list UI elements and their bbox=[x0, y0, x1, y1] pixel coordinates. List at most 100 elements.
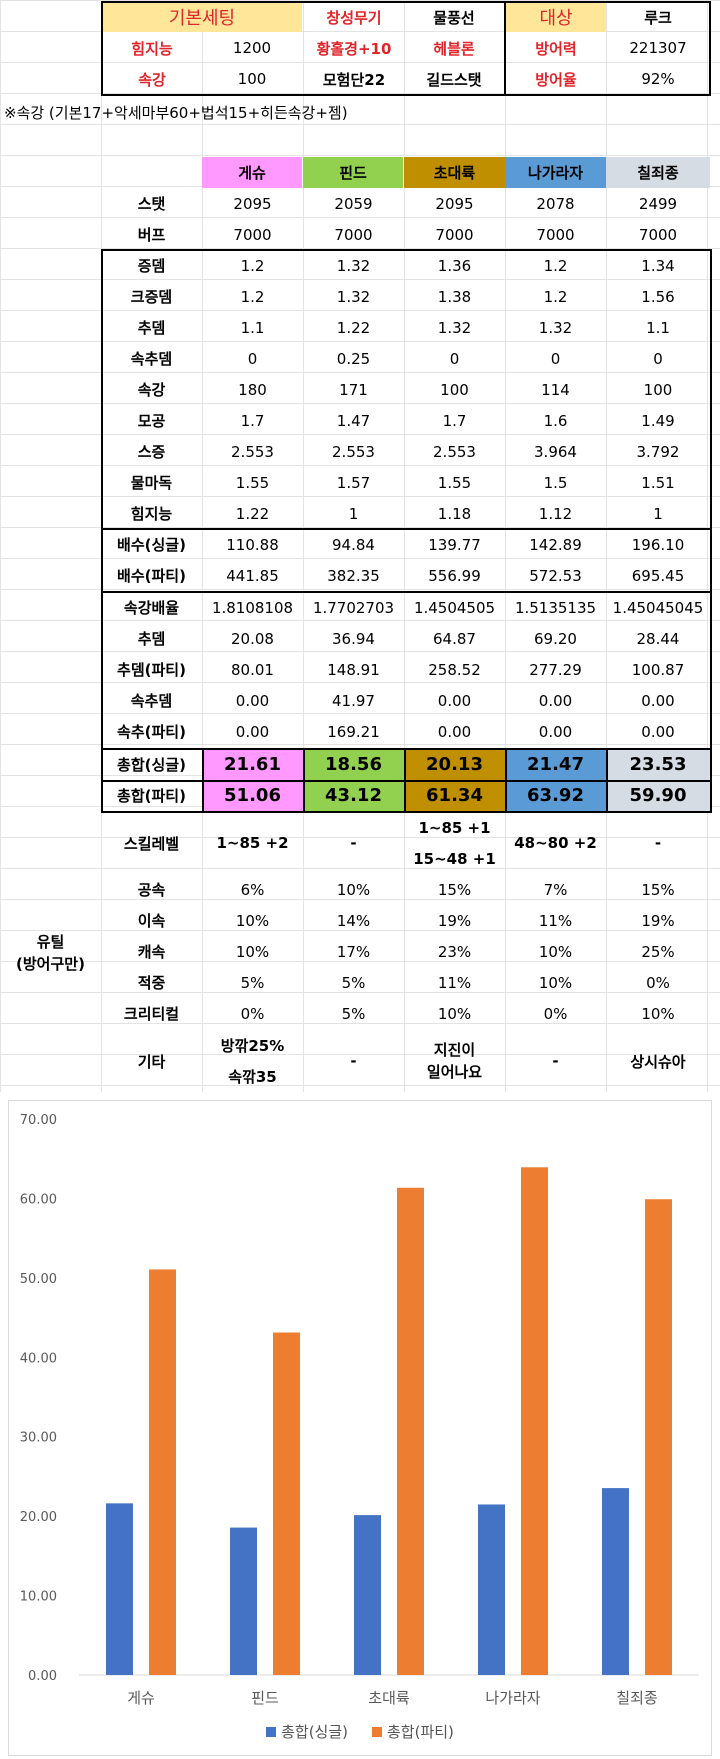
row-label[interactable]: 모공 bbox=[137, 412, 166, 430]
table-cell[interactable]: 2499 bbox=[638, 194, 678, 213]
table-cell[interactable]: 1.5135135 bbox=[514, 598, 597, 617]
settings-balloon-value[interactable]: 헤블론 bbox=[433, 39, 475, 58]
table-cell[interactable]: 1.1 bbox=[240, 318, 265, 337]
table-cell[interactable]: 572.53 bbox=[529, 566, 582, 585]
bar-single[interactable] bbox=[478, 1504, 505, 1675]
util-skill-geshu[interactable]: 1~85 +2 bbox=[216, 834, 289, 852]
table-cell[interactable]: 258.52 bbox=[428, 660, 481, 679]
table-cell[interactable]: 20.13 bbox=[404, 749, 505, 780]
util-etc-geshu-2[interactable]: 속깎35 bbox=[228, 1068, 277, 1086]
util-cell[interactable]: 11% bbox=[437, 973, 472, 992]
util-cell[interactable]: 10% bbox=[336, 880, 371, 899]
settings-weapon-value[interactable]: 황홀경+10 bbox=[316, 39, 392, 58]
table-cell[interactable]: 1.49 bbox=[641, 411, 675, 430]
settings-stat-value[interactable]: 1200 bbox=[232, 39, 272, 57]
util-etc-chodaeryuk[interactable]: 지진이 일어나요 bbox=[404, 1030, 505, 1092]
util-cell[interactable]: 11% bbox=[538, 911, 573, 930]
row-label[interactable]: 힘지능 bbox=[130, 505, 173, 523]
table-cell[interactable]: 7000 bbox=[435, 225, 474, 244]
row-label[interactable]: 배수(싱글) bbox=[117, 536, 186, 554]
row-label[interactable]: 물마독 bbox=[130, 474, 173, 492]
row-label[interactable]: 총합(싱글) bbox=[117, 756, 186, 774]
table-cell[interactable]: 0.00 bbox=[538, 691, 573, 710]
util-etc-pind[interactable]: - bbox=[350, 1052, 357, 1070]
table-cell[interactable]: 36.94 bbox=[332, 629, 375, 648]
util-cell[interactable]: 10% bbox=[538, 942, 573, 961]
util-skill-chiljoejong[interactable]: - bbox=[654, 834, 662, 852]
bar-party[interactable] bbox=[397, 1187, 424, 1675]
table-cell[interactable]: 100 bbox=[440, 380, 469, 399]
table-cell[interactable]: 59.90 bbox=[606, 780, 710, 811]
table-cell[interactable]: 1.22 bbox=[235, 504, 270, 523]
table-cell[interactable]: 0.00 bbox=[235, 691, 270, 710]
table-cell[interactable]: 2.553 bbox=[231, 442, 274, 461]
table-cell[interactable]: 1.12 bbox=[538, 504, 573, 523]
util-row-label[interactable]: 공속 bbox=[137, 881, 166, 899]
table-cell[interactable]: 1.55 bbox=[437, 473, 472, 492]
util-cell[interactable]: 25% bbox=[641, 942, 675, 961]
table-cell[interactable]: 63.92 bbox=[505, 780, 606, 811]
table-cell[interactable]: 1.57 bbox=[336, 473, 371, 492]
table-cell[interactable]: 1.18 bbox=[437, 504, 472, 523]
row-label[interactable]: 추뎀 bbox=[137, 630, 166, 648]
row-label[interactable]: 배수(파티) bbox=[117, 567, 186, 585]
table-cell[interactable]: 0.00 bbox=[437, 722, 472, 741]
table-cell[interactable]: 1.1 bbox=[646, 318, 670, 337]
table-cell[interactable]: 51.06 bbox=[202, 780, 303, 811]
table-cell[interactable]: 2059 bbox=[334, 194, 373, 213]
table-cell[interactable]: 1.7 bbox=[240, 411, 265, 430]
table-cell[interactable]: 20.08 bbox=[231, 629, 274, 648]
util-cell[interactable]: 0% bbox=[543, 1004, 568, 1023]
table-cell[interactable]: 441.85 bbox=[226, 566, 279, 585]
table-cell[interactable]: 0 bbox=[653, 349, 663, 368]
table-cell[interactable]: 1.2 bbox=[240, 287, 265, 306]
util-cell[interactable]: 15% bbox=[437, 880, 472, 899]
row-label[interactable]: 총합(파티) bbox=[117, 787, 186, 805]
table-cell[interactable]: 7000 bbox=[233, 225, 272, 244]
table-cell[interactable]: 1.32 bbox=[336, 256, 371, 275]
class-header-geshu[interactable]: 게슈 bbox=[202, 157, 302, 188]
util-cell[interactable]: 5% bbox=[341, 973, 366, 992]
table-cell[interactable]: 142.89 bbox=[529, 535, 582, 554]
util-cell[interactable]: 5% bbox=[240, 973, 265, 992]
table-cell[interactable]: 1 bbox=[653, 504, 663, 523]
util-skill-chodaeryuk-1[interactable]: 1~85 +1 bbox=[418, 818, 491, 837]
table-cell[interactable]: 110.88 bbox=[226, 535, 279, 554]
util-row-label[interactable]: 이속 bbox=[137, 912, 166, 930]
util-row-label[interactable]: 크리티컬 bbox=[123, 1005, 180, 1023]
table-cell[interactable]: 196.10 bbox=[631, 535, 685, 554]
row-label[interactable]: 속강 bbox=[137, 381, 166, 399]
util-cell[interactable]: 10% bbox=[235, 942, 270, 961]
row-label[interactable]: 스탯 bbox=[137, 195, 166, 213]
row-label[interactable]: 속추뎀 bbox=[130, 350, 173, 368]
settings-target-value[interactable]: 루크 bbox=[644, 8, 672, 27]
util-etc-chiljoejong[interactable]: 상시슈아 bbox=[630, 1052, 686, 1071]
bar-party[interactable] bbox=[149, 1269, 176, 1675]
settings-defrate-value[interactable]: 92% bbox=[641, 70, 675, 88]
table-cell[interactable]: 21.61 bbox=[202, 749, 303, 780]
util-skill-nagaraja[interactable]: 48~80 +2 bbox=[514, 834, 597, 852]
util-cell[interactable]: 17% bbox=[336, 942, 371, 961]
table-cell[interactable]: 1 bbox=[348, 504, 359, 523]
table-cell[interactable]: 2.553 bbox=[433, 442, 476, 461]
table-cell[interactable]: 1.4504505 bbox=[413, 598, 496, 617]
table-cell[interactable]: 43.12 bbox=[303, 780, 404, 811]
class-header-chiljoejong[interactable]: 칠죄종 bbox=[606, 157, 710, 188]
table-cell[interactable]: 114 bbox=[541, 380, 570, 399]
util-cell[interactable]: 19% bbox=[641, 911, 675, 930]
table-cell[interactable]: 0.00 bbox=[641, 722, 675, 741]
table-cell[interactable]: 41.97 bbox=[332, 691, 375, 710]
table-cell[interactable]: 1.7702703 bbox=[312, 598, 395, 617]
util-skill-label[interactable]: 스킬레벨 bbox=[123, 834, 180, 853]
util-cell[interactable]: 23% bbox=[437, 942, 472, 961]
row-label[interactable]: 증뎀 bbox=[137, 257, 166, 275]
table-cell[interactable]: 139.77 bbox=[428, 535, 481, 554]
table-cell[interactable]: 69.20 bbox=[534, 629, 577, 648]
table-cell[interactable]: 169.21 bbox=[327, 722, 380, 741]
table-cell[interactable]: 1.55 bbox=[235, 473, 270, 492]
table-cell[interactable]: 0 bbox=[449, 349, 460, 368]
table-cell[interactable]: 23.53 bbox=[606, 749, 710, 780]
util-cell[interactable]: 19% bbox=[437, 911, 472, 930]
table-cell[interactable]: 1.22 bbox=[336, 318, 371, 337]
settings-defense-value[interactable]: 221307 bbox=[629, 39, 687, 57]
